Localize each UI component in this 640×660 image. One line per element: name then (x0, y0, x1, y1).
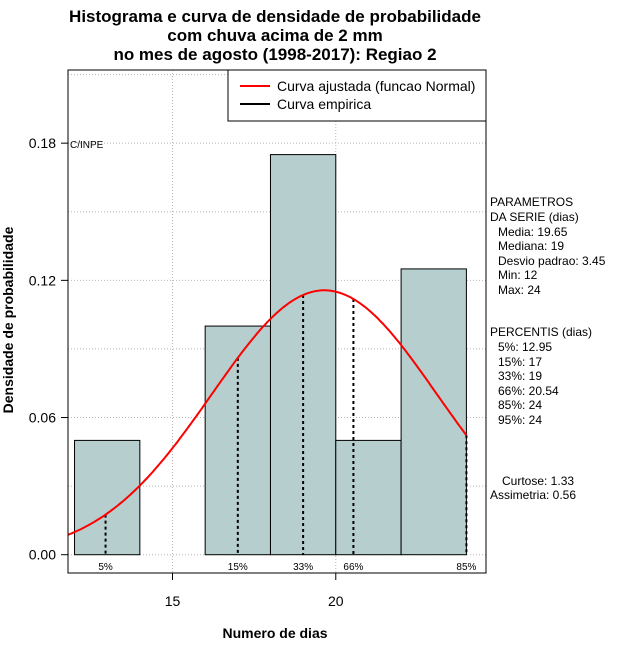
percentiles-panel: PERCENTIS (dias) 5%: 12.95 15%: 17 33%: … (490, 325, 592, 427)
y-axis-label: Densidade de probabilidade (0, 226, 16, 413)
params-title-2: DA SERIE (dias) (490, 210, 579, 224)
percentile-33: 33%: 19 (498, 369, 542, 383)
percentile-15: 15%: 17 (498, 355, 542, 369)
param-max: Max: 24 (498, 283, 541, 297)
percentile-line-label-2: 33% (293, 562, 313, 573)
param-desvio: Desvio padrao: 3.45 (498, 254, 606, 268)
legend: Curva ajustada (funcao Normal) Curva emp… (227, 69, 487, 122)
percentile-line-label-0: 5% (98, 562, 113, 573)
y-tick-label-2: 0.12 (29, 272, 56, 288)
histogram-bar-5 (400, 268, 467, 556)
percentile-66: 66%: 20.54 (498, 384, 559, 398)
y-axis: 0.00 0.06 0.12 0.18 (29, 135, 68, 563)
percentiles-title: PERCENTIS (dias) (490, 325, 592, 339)
param-media: Media: 19.65 (498, 225, 568, 239)
y-tick-label-0: 0.00 (29, 547, 56, 563)
legend-fitted-label: Curva ajustada (funcao Normal) (277, 78, 475, 94)
fitted-normal-curve (67, 289, 468, 536)
x-axis: 15 20 (165, 573, 344, 609)
y-tick-label-1: 0.06 (29, 410, 56, 426)
params-title-1: PARAMETROS (490, 195, 573, 209)
chart-title-line-2: com chuva acima de 2 mm (167, 26, 382, 45)
x-axis-label: Numero de dias (222, 625, 327, 641)
percentile-95: 95%: 24 (498, 413, 542, 427)
stat-assimetria: Assimetria: 0.56 (490, 488, 576, 502)
percentile-line-label-3: 66% (343, 562, 363, 573)
legend-box (227, 69, 487, 122)
percentile-85: 85%: 24 (498, 398, 542, 412)
percentile-line-label-1: 15% (228, 562, 248, 573)
percentile-5: 5%: 12.95 (498, 340, 552, 354)
y-tick-label-3: 0.18 (29, 135, 56, 151)
chart-title-line-1: Histograma e curva de densidade de proba… (69, 7, 481, 26)
chart-title-line-3: no mes de agosto (1998-2017): Regiao 2 (113, 45, 436, 64)
shape-stats-panel: Curtose: 1.33 Assimetria: 0.56 (490, 474, 576, 502)
x-tick-label-1: 20 (328, 593, 344, 609)
param-min: Min: 12 (498, 268, 538, 282)
param-mediana: Mediana: 19 (498, 239, 564, 253)
stat-curtose: Curtose: 1.33 (502, 474, 574, 488)
histogram-bar-4 (335, 439, 402, 556)
legend-empirical-label: Curva empirica (277, 96, 371, 112)
percentile-lines: 5% 15% 33% 66% 85% (98, 294, 477, 573)
histogram-bar-0 (74, 439, 141, 556)
parameters-panel: PARAMETROS DA SERIE (dias) Media: 19.65 … (490, 195, 606, 297)
credit-label: C/INPE (70, 140, 104, 151)
percentile-line-label-4: 85% (456, 562, 476, 573)
histogram-bars (74, 154, 467, 556)
x-tick-label-0: 15 (165, 593, 181, 609)
